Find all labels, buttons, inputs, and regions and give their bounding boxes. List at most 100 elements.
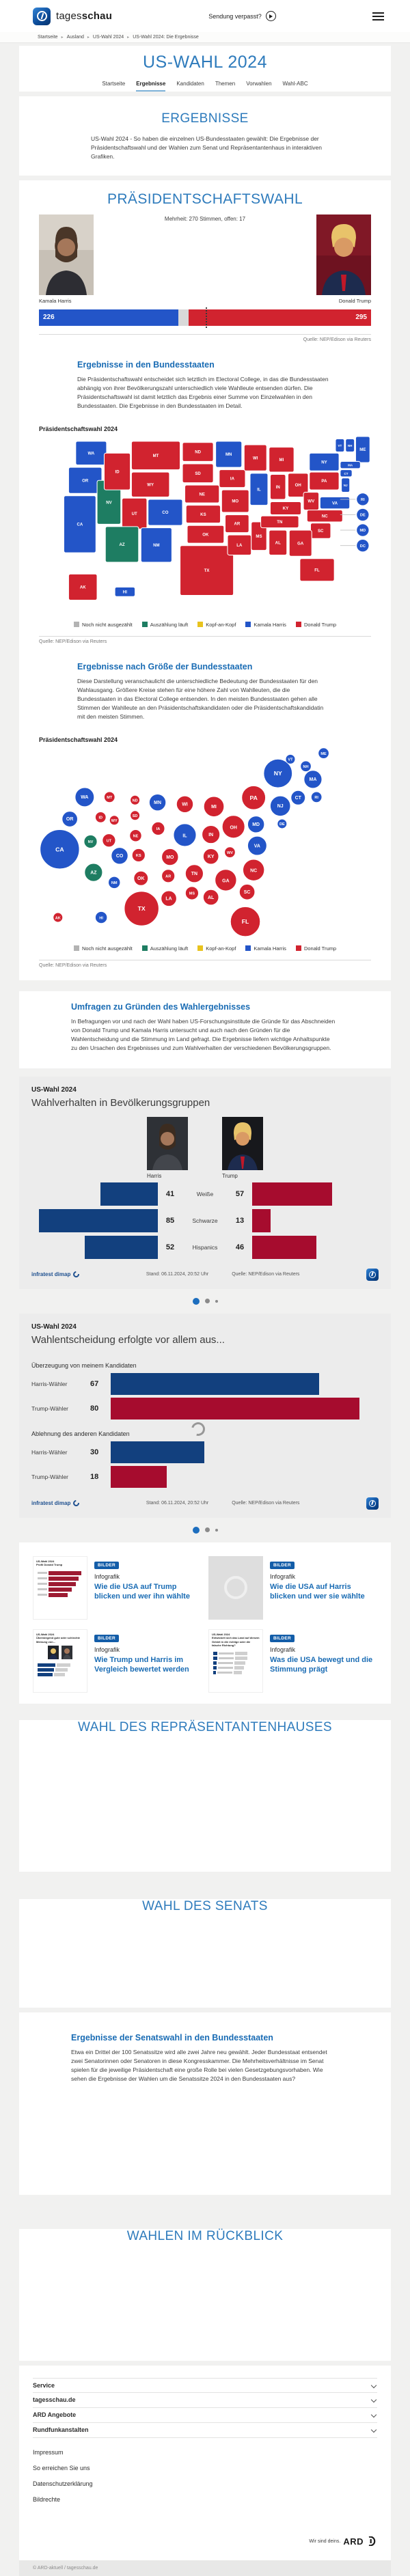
state-MD[interactable]: MD bbox=[357, 524, 369, 536]
footer-accordion-service[interactable]: Service bbox=[33, 2377, 377, 2393]
state-IL[interactable]: IL bbox=[249, 473, 269, 506]
state-PA[interactable]: PA bbox=[309, 471, 340, 490]
tagesschau-logo[interactable]: tagesschau bbox=[33, 7, 112, 25]
bubble-NH[interactable]: NH bbox=[300, 760, 312, 773]
state-KY[interactable]: KY bbox=[269, 501, 302, 516]
footer-accordion-tagesschau[interactable]: tagesschau.de bbox=[33, 2393, 377, 2408]
state-MO[interactable]: MO bbox=[221, 489, 249, 513]
tab-vorwahlen[interactable]: Vorwahlen bbox=[246, 81, 272, 87]
carousel-dot[interactable] bbox=[204, 1527, 210, 1533]
state-AZ[interactable]: AZ bbox=[105, 526, 139, 563]
state-WV[interactable]: WV bbox=[303, 492, 320, 511]
teaser-mood[interactable]: US-Wahl 2024 Entwickelt sich das Land auf… bbox=[208, 1629, 377, 1693]
state-NE[interactable]: NE bbox=[184, 484, 220, 503]
bubble-ME[interactable]: ME bbox=[318, 747, 329, 760]
teaser-harris-profile[interactable]: BILDER Infografik Wie die USA auf Harris… bbox=[208, 1555, 377, 1620]
state-UT[interactable]: UT bbox=[121, 497, 148, 530]
state-NC[interactable]: NC bbox=[306, 510, 343, 523]
bubble-NC[interactable]: NC bbox=[243, 859, 265, 882]
bubble-PA[interactable]: PA bbox=[241, 786, 266, 810]
breadcrumb-item[interactable]: US-Wahl 2024 bbox=[92, 35, 124, 40]
state-VT[interactable]: VT bbox=[335, 439, 345, 453]
carousel-dot[interactable] bbox=[215, 1299, 218, 1303]
bubble-CA[interactable]: CA bbox=[40, 829, 80, 870]
bubble-IL[interactable]: IL bbox=[173, 823, 197, 847]
bubble-GA[interactable]: GA bbox=[215, 869, 237, 891]
missed-show-button[interactable]: Sendung verpasst? bbox=[208, 11, 276, 21]
footer-accordion-rundfunk[interactable]: Rundfunkanstalten bbox=[33, 2423, 377, 2438]
bubble-AL[interactable]: AL bbox=[202, 889, 219, 906]
state-WI[interactable]: WI bbox=[243, 444, 267, 472]
state-MN[interactable]: MN bbox=[215, 441, 243, 468]
state-NY[interactable]: NY bbox=[309, 452, 340, 472]
bubble-MA[interactable]: MA bbox=[303, 770, 323, 789]
teaser-trump-profile[interactable]: US-Wahl 2024 Profil Donald Trump BILDER I… bbox=[33, 1555, 202, 1620]
state-DC[interactable]: DC bbox=[357, 540, 369, 552]
link-kontakt[interactable]: So erreichen Sie uns bbox=[33, 2464, 90, 2471]
teaser-comparison[interactable]: US-Wahl 2024 Überwiegend gute oder schlec… bbox=[33, 1629, 202, 1693]
bubble-WV[interactable]: WV bbox=[224, 846, 236, 859]
bubble-VA[interactable]: VA bbox=[247, 836, 267, 856]
bubble-HI[interactable]: HI bbox=[95, 911, 108, 924]
state-AR[interactable]: AR bbox=[224, 514, 249, 534]
link-datenschutz[interactable]: Datenschutzerklärung bbox=[33, 2480, 93, 2487]
bubble-SC[interactable]: SC bbox=[238, 884, 256, 900]
bubble-UT[interactable]: UT bbox=[102, 833, 116, 848]
state-SC[interactable]: SC bbox=[310, 523, 331, 539]
link-impressum[interactable]: Impressum bbox=[33, 2448, 64, 2456]
bubble-AZ[interactable]: AZ bbox=[84, 863, 103, 882]
bubble-NV[interactable]: NV bbox=[83, 835, 98, 849]
bubble-CO[interactable]: CO bbox=[111, 847, 128, 865]
state-TN[interactable]: TN bbox=[260, 515, 299, 529]
bubble-OK[interactable]: OK bbox=[133, 871, 149, 887]
state-TX[interactable]: TX bbox=[180, 545, 234, 596]
breadcrumb-item[interactable]: Ausland bbox=[66, 35, 84, 40]
footer-accordion-ard[interactable]: ARD Angebote bbox=[33, 2408, 377, 2423]
bubble-CT[interactable]: CT bbox=[290, 790, 306, 806]
state-VA[interactable]: VA bbox=[319, 497, 351, 510]
breadcrumb-item[interactable]: Startseite bbox=[38, 35, 58, 40]
bubble-FL[interactable]: FL bbox=[230, 906, 261, 937]
state-FL[interactable]: FL bbox=[299, 558, 335, 582]
bubble-MO[interactable]: MO bbox=[161, 848, 179, 866]
bubble-OH[interactable]: OH bbox=[221, 815, 245, 839]
state-ID[interactable]: ID bbox=[103, 452, 131, 490]
state-IA[interactable]: IA bbox=[219, 469, 246, 488]
bubble-WY[interactable]: WY bbox=[109, 815, 120, 826]
bubble-VT[interactable]: VT bbox=[285, 754, 296, 765]
bubble-AK[interactable]: AK bbox=[53, 913, 64, 923]
state-SD[interactable]: SD bbox=[182, 463, 214, 484]
carousel-dot[interactable] bbox=[204, 1299, 210, 1304]
bubble-WI[interactable]: WI bbox=[176, 796, 194, 814]
tab-kandidaten[interactable]: Kandidaten bbox=[176, 81, 204, 87]
bubble-WA[interactable]: WA bbox=[74, 787, 95, 807]
bubble-MT[interactable]: MT bbox=[104, 792, 115, 803]
state-NJ[interactable]: NJ bbox=[341, 477, 351, 493]
state-OH[interactable]: OH bbox=[287, 473, 309, 498]
bubble-TN[interactable]: TN bbox=[184, 864, 204, 883]
state-AL[interactable]: AL bbox=[269, 529, 288, 556]
bubble-NM[interactable]: NM bbox=[108, 876, 121, 889]
bubble-SD[interactable]: SD bbox=[130, 810, 140, 821]
state-RI[interactable]: RI bbox=[357, 493, 369, 505]
tab-startseite[interactable]: Startseite bbox=[102, 81, 126, 87]
state-LA[interactable]: LA bbox=[227, 534, 252, 556]
bubble-NJ[interactable]: NJ bbox=[270, 796, 291, 817]
state-NM[interactable]: NM bbox=[140, 527, 172, 563]
bubble-ND[interactable]: ND bbox=[130, 795, 140, 806]
bubble-DE[interactable]: DE bbox=[277, 818, 288, 829]
tab-ergebnisse[interactable]: Ergebnisse bbox=[136, 81, 166, 92]
state-CA[interactable]: CA bbox=[63, 495, 96, 553]
carousel-dot-active[interactable] bbox=[192, 1526, 200, 1534]
state-NH[interactable]: NH bbox=[345, 439, 355, 453]
bubble-NY[interactable]: NY bbox=[263, 759, 293, 788]
tab-wahl-abc[interactable]: Wahl-ABC bbox=[282, 81, 308, 87]
state-CT[interactable]: CT bbox=[340, 469, 353, 477]
state-CO[interactable]: CO bbox=[148, 499, 183, 526]
bubble-LA[interactable]: LA bbox=[161, 890, 177, 907]
bubble-NE[interactable]: NE bbox=[129, 829, 142, 842]
bubble-RI[interactable]: RI bbox=[310, 792, 323, 803]
bubble-AR[interactable]: AR bbox=[161, 869, 176, 883]
menu-icon[interactable] bbox=[372, 10, 384, 23]
state-MT[interactable]: MT bbox=[131, 441, 181, 471]
